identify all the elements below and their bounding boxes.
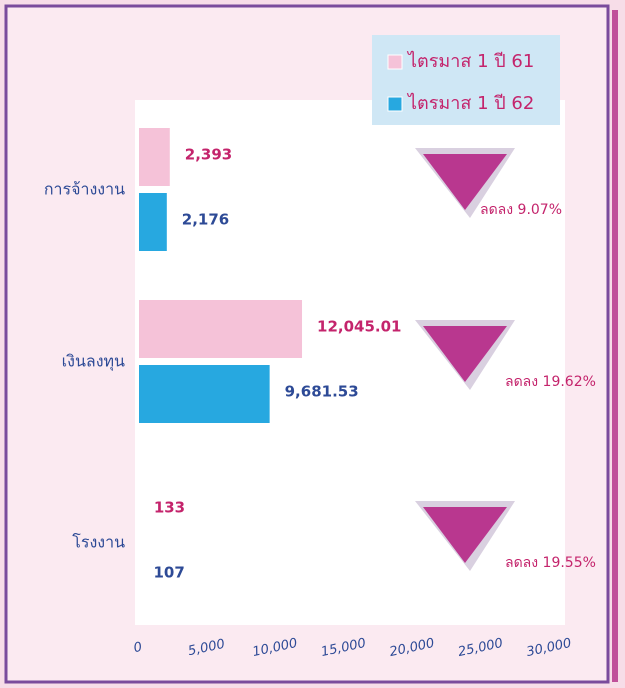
value-label: 12,045.01 bbox=[317, 318, 401, 336]
legend-label: ไตรมาส 1 ปี 61 bbox=[406, 50, 534, 72]
arrow-down bbox=[423, 154, 507, 210]
legend-swatch bbox=[387, 54, 403, 70]
y-tick-label: โรงงาน bbox=[72, 533, 125, 552]
value-label: 133 bbox=[154, 499, 185, 517]
bar bbox=[137, 363, 272, 425]
annotation: ลดลง 19.55% bbox=[505, 555, 596, 571]
annotation: ลดลง 19.62% bbox=[505, 374, 596, 390]
y-tick-label: เงินลงทุน bbox=[62, 352, 125, 372]
arrow-down bbox=[423, 326, 507, 382]
value-label: 2,393 bbox=[185, 146, 232, 164]
y-tick-label: การจ้างงาน bbox=[44, 180, 125, 199]
side-strip bbox=[612, 10, 618, 682]
value-label: 9,681.53 bbox=[285, 383, 359, 401]
bar bbox=[137, 544, 141, 606]
annotation: ลดลง 9.07% bbox=[480, 202, 562, 218]
bar bbox=[137, 126, 172, 188]
x-tick-label: 0 bbox=[132, 640, 143, 656]
bar bbox=[137, 479, 141, 541]
value-label: 107 bbox=[153, 564, 184, 582]
legend-label: ไตรมาส 1 ปี 62 bbox=[406, 92, 534, 114]
value-label: 2,176 bbox=[182, 211, 229, 229]
plot-area bbox=[135, 100, 565, 625]
legend-box bbox=[372, 35, 560, 125]
bar bbox=[137, 191, 169, 253]
legend-swatch bbox=[387, 96, 403, 112]
arrow-down bbox=[423, 507, 507, 563]
bar bbox=[137, 298, 305, 360]
